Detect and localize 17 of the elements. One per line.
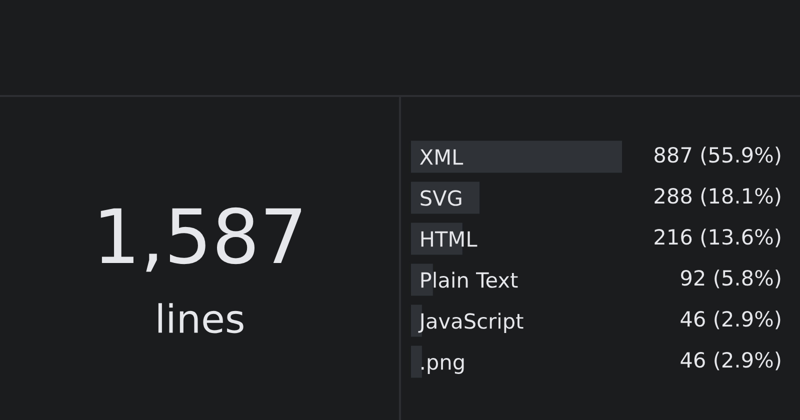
text: 1,587 — [100, 207, 301, 272]
y-tick-label: HTML — [421, 231, 478, 247]
data-label: 46 (2.9%) — [680, 352, 780, 370]
data-label: 46 (2.9%) — [680, 310, 780, 330]
data-label: 92 (5.8%) — [680, 270, 780, 288]
data-label: 887 (55.9%) — [654, 146, 780, 166]
bar — [411, 182, 480, 214]
y-tick-label: XML — [420, 149, 464, 165]
data-label: 216 (13.6%) — [654, 228, 780, 248]
bar — [411, 346, 422, 378]
y-tick-label: SVG — [420, 190, 462, 206]
text: lines — [158, 303, 244, 334]
y-tick-label: JavaScript — [418, 312, 524, 333]
bar — [411, 140, 622, 173]
data-label: 288 (18.1%) — [654, 188, 780, 206]
y-tick-label: .png — [422, 358, 464, 374]
y-tick-label: Plain Text — [421, 272, 518, 288]
